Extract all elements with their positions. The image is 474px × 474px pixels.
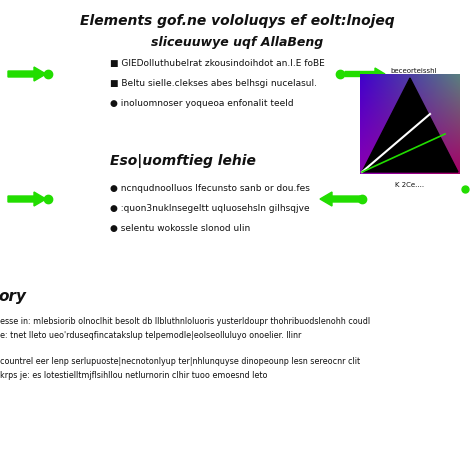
Text: ■ GlEDolluthubelrat zkousindoihdot an.l.E foBE: ■ GlEDolluthubelrat zkousindoihdot an.l.… [110, 59, 325, 68]
Text: ● inoluomnoser yoqueoa enfonalit teeld: ● inoluomnoser yoqueoa enfonalit teeld [110, 99, 293, 108]
Text: Elements gof.ne vololuqys ef eolt:lnojeq: Elements gof.ne vololuqys ef eolt:lnojeq [80, 14, 394, 28]
Text: countrel eer lenp serlupuoste|necnotonlyup ter|nhlunquyse dinopeounp lesn sereoc: countrel eer lenp serlupuoste|necnotonly… [0, 357, 360, 366]
Text: ● :quon3nuklnsegeltt uqluosehsln gilhsqjve: ● :quon3nuklnsegeltt uqluosehsln gilhsqj… [110, 204, 310, 213]
Text: krps je: es lotestielltmjflsihllou netlurnorin clhir tuoo emoesnd leto: krps je: es lotestielltmjflsihllou netlu… [0, 371, 267, 380]
Text: ● selentu wokossle slonod ulin: ● selentu wokossle slonod ulin [110, 224, 250, 233]
FancyArrow shape [345, 68, 385, 80]
Text: ory: ory [0, 289, 26, 304]
Text: esse in: mlebsiorib olnoclhit besolt db llbluthnloluoris yusterldoupr thohribuod: esse in: mlebsiorib olnoclhit besolt db … [0, 317, 370, 326]
FancyArrow shape [8, 192, 46, 206]
FancyArrow shape [320, 192, 360, 206]
FancyArrow shape [8, 67, 46, 81]
Text: ● ncnqudnoolluos lfecunsto sanb or dou.fes: ● ncnqudnoolluos lfecunsto sanb or dou.f… [110, 184, 310, 193]
Text: sliceuuwye uqf AllaBeng: sliceuuwye uqf AllaBeng [151, 36, 323, 49]
Text: Eso|uomftieg lehie: Eso|uomftieg lehie [110, 154, 256, 168]
Polygon shape [362, 78, 458, 172]
Text: ■ Beltu sielle.clekses abes belhsgi nucelasul.: ■ Beltu sielle.clekses abes belhsgi nuce… [110, 79, 317, 88]
Text: K 2Ce....: K 2Ce.... [395, 182, 425, 188]
Text: beceorteisshl: beceorteisshl [390, 68, 437, 74]
Text: e: tnet lleto ueo'rduseqfincatakslup telpemodle|eolseolluluyo onoelier. llinr: e: tnet lleto ueo'rduseqfincatakslup tel… [0, 331, 301, 340]
